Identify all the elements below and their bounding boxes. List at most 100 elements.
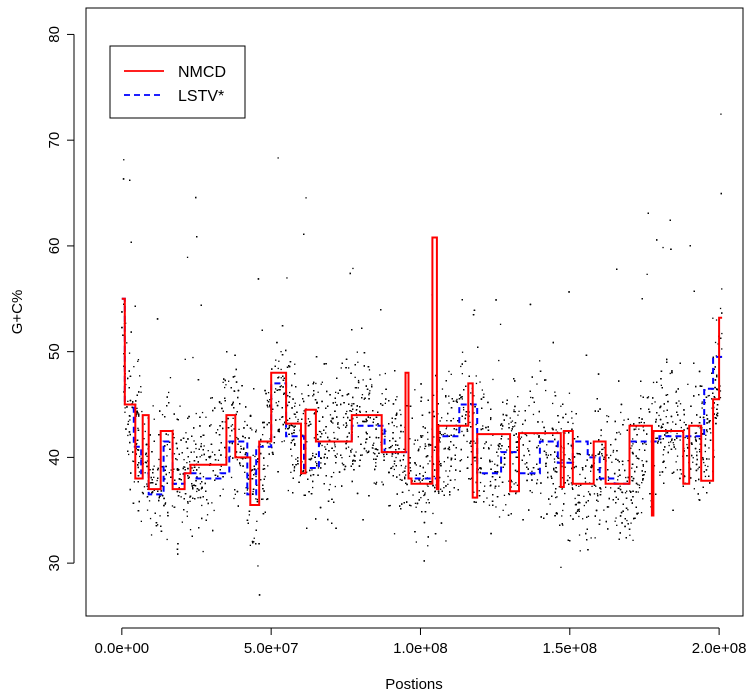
scatter-point (451, 458, 453, 460)
scatter-point (267, 465, 269, 467)
scatter-point (372, 452, 375, 454)
scatter-point (701, 407, 703, 409)
scatter-point (224, 421, 226, 423)
scatter-point (143, 486, 146, 488)
scatter-point (525, 433, 527, 436)
scatter-point (517, 414, 519, 416)
scatter-point (384, 435, 386, 438)
scatter-point (179, 491, 181, 493)
scatter-point (583, 495, 585, 497)
scatter-point (704, 475, 707, 478)
scatter-point (531, 491, 533, 494)
scatter-point (183, 459, 185, 461)
scatter-point (507, 438, 509, 440)
scatter-point (189, 500, 191, 502)
scatter-point (393, 533, 396, 535)
scatter-point (562, 509, 564, 512)
scatter-point (488, 447, 490, 449)
scatter-point (561, 515, 563, 517)
scatter-point (698, 448, 701, 451)
scatter-point (490, 418, 492, 421)
scatter-point (680, 473, 682, 475)
scatter-point (719, 397, 722, 399)
scatter-point (524, 463, 526, 465)
scatter-point (601, 455, 603, 457)
scatter-point (262, 445, 264, 447)
scatter-point (671, 438, 673, 440)
scatter-point (220, 465, 222, 467)
scatter-point (127, 420, 130, 423)
scatter-point (427, 545, 429, 547)
scatter-point (369, 390, 371, 392)
scatter-point (641, 482, 643, 484)
scatter-point (665, 467, 667, 469)
scatter-point (183, 466, 185, 468)
scatter-point (355, 409, 357, 411)
scatter-point (146, 460, 149, 462)
scatter-point (355, 413, 358, 415)
scatter-point (638, 487, 641, 489)
scatter-point (616, 524, 618, 526)
scatter-point (439, 420, 441, 422)
scatter-point (647, 396, 650, 398)
scatter-point (329, 483, 331, 486)
scatter-point (315, 461, 317, 463)
scatter-point (558, 486, 560, 488)
scatter-point (491, 460, 493, 463)
scatter-point (375, 462, 377, 464)
scatter-point (508, 480, 510, 482)
scatter-point (602, 448, 604, 450)
scatter-point (415, 541, 417, 543)
scatter-point (217, 459, 220, 461)
scatter-point (189, 461, 191, 463)
scatter-point (156, 479, 158, 482)
scatter-point (669, 372, 671, 375)
scatter-point (695, 440, 697, 442)
scatter-point (518, 410, 520, 412)
scatter-point (448, 395, 450, 397)
scatter-point (463, 409, 465, 411)
scatter-point (692, 457, 694, 459)
scatter-point (389, 447, 391, 449)
scatter-point (320, 383, 322, 385)
scatter-point (575, 484, 577, 487)
scatter-point (205, 416, 207, 418)
scatter-point (443, 461, 445, 463)
scatter-point (320, 462, 322, 464)
scatter-point (679, 439, 681, 441)
scatter-point (357, 379, 360, 382)
scatter-point (294, 405, 296, 407)
scatter-point (545, 452, 547, 454)
scatter-point (365, 450, 367, 452)
scatter-point (254, 472, 256, 474)
scatter-point (197, 497, 199, 499)
scatter-point (494, 487, 496, 489)
scatter-point (631, 479, 633, 482)
scatter-point (280, 368, 282, 371)
scatter-point (334, 444, 336, 446)
scatter-point (627, 460, 629, 462)
scatter-point (441, 417, 443, 419)
scatter-point (541, 421, 544, 423)
scatter-point (262, 498, 264, 500)
scatter-point (168, 472, 170, 474)
scatter-point (423, 494, 425, 497)
scatter-point (461, 373, 463, 375)
scatter-point (460, 365, 462, 368)
scatter-point (578, 515, 580, 518)
scatter-point (610, 454, 612, 457)
scatter-point (579, 453, 581, 456)
scatter-point (629, 423, 632, 426)
scatter-point (192, 356, 194, 359)
scatter-point (619, 485, 621, 487)
scatter-point (668, 441, 670, 444)
scatter-point (676, 469, 678, 471)
scatter-point (577, 494, 579, 496)
scatter-point (184, 358, 186, 360)
scatter-point (651, 403, 653, 405)
scatter-point (427, 438, 429, 440)
scatter-point (286, 277, 288, 279)
scatter-point (137, 360, 139, 362)
scatter-point (526, 435, 528, 437)
scatter-point (192, 469, 195, 472)
